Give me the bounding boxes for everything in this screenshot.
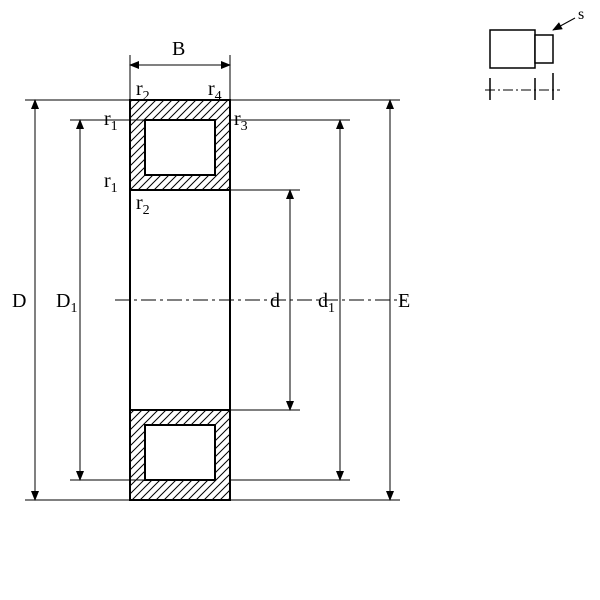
label-r2-base-b: r [136, 192, 143, 214]
label-r4-base: r [208, 78, 215, 100]
label-d1-sub: 1 [328, 301, 335, 316]
label-r2-base-top: r [136, 78, 143, 100]
dim-D [25, 100, 130, 500]
label-B: B [172, 38, 185, 61]
label-r1-sub-l: 1 [111, 181, 118, 196]
bearing-diagram [0, 0, 600, 600]
label-d1: d1 [318, 290, 335, 317]
label-E: E [398, 290, 410, 313]
label-D1: D1 [56, 290, 77, 317]
label-r3-sub: 3 [241, 119, 248, 134]
label-D: D [12, 290, 26, 313]
label-r4: r4 [208, 78, 222, 105]
label-r4-sub: 4 [215, 89, 222, 104]
label-r2-bottom: r2 [136, 192, 150, 219]
label-r1-upper: r1 [104, 108, 118, 135]
label-r3: r3 [234, 108, 248, 135]
main-cross-section [115, 100, 405, 500]
label-s: s [578, 6, 584, 24]
label-r2-sub-b: 2 [143, 203, 150, 218]
label-D1-base: D [56, 290, 70, 312]
small-side-view [485, 18, 575, 100]
label-D1-sub: 1 [70, 301, 77, 316]
label-r2-top: r2 [136, 78, 150, 105]
label-d1-base: d [318, 290, 328, 312]
label-r2-sub-top: 2 [143, 89, 150, 104]
label-r1-sub-u: 1 [111, 119, 118, 134]
label-r1-base-l: r [104, 170, 111, 192]
label-r3-base: r [234, 108, 241, 130]
label-r1-lower: r1 [104, 170, 118, 197]
label-r1-base-u: r [104, 108, 111, 130]
label-d: d [270, 290, 280, 313]
